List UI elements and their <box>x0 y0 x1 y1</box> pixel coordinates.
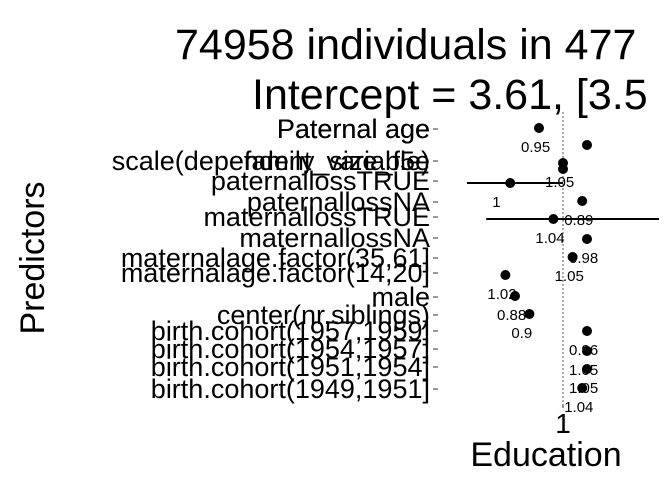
estimate-value-label: 0.9 <box>511 325 532 342</box>
chart-title: 74958 individuals in 477 Intercept = 3.6… <box>175 21 648 119</box>
predictor-label: birth.cohort(1957,1959] <box>151 316 430 346</box>
estimate-value-label: 0.95 <box>521 139 550 156</box>
predictor-row: paternallossTRUE 1 <box>211 166 563 211</box>
estimate-value-label: 0.89 <box>564 212 593 229</box>
estimate-point <box>524 309 535 319</box>
predictor-row: maternalage.factor(14,20] 1.02 <box>121 258 517 303</box>
estimate-value-label: 1.02 <box>487 286 516 303</box>
predictor-row: male 0.88 <box>371 282 526 324</box>
chart-title-line-2: Intercept = 3.61, [3.5 <box>252 71 648 119</box>
predictor-label: male <box>371 282 430 312</box>
predictor-label: paternallossTRUE <box>211 166 430 196</box>
predictor-row: Paternal age <box>277 114 592 150</box>
predictor-row: maternalage.factor(35,61] 1.05 <box>121 243 584 285</box>
predictor-label: Paternal age <box>277 114 430 144</box>
predictor-row: birth.cohort(1951,1954]1.05 <box>151 352 598 397</box>
estimate-point <box>505 178 516 188</box>
predictor-label: paternallossNA <box>247 187 430 217</box>
estimate-point <box>582 234 592 244</box>
estimate-point <box>500 270 511 280</box>
predictor-row: maternallossTRUE 1.04 <box>203 202 659 247</box>
predictor-label: birth.cohort(1949,1951] <box>151 374 430 404</box>
estimate-value-label: 1 <box>492 194 500 211</box>
estimate-point <box>582 364 592 374</box>
predictor-row: center(nr.siblings) 0.9 <box>217 300 535 342</box>
estimate-point <box>582 140 592 150</box>
predictor-label: center(nr.siblings) <box>217 300 430 330</box>
estimate-point <box>534 123 544 133</box>
estimate-value-label: 0.88 <box>497 307 526 324</box>
predictor-row: Paternal age 0.95 <box>277 114 550 156</box>
predictor-label: maternalage.factor(35,61] <box>121 243 430 273</box>
predictor-label: birth.cohort(1954,1957] <box>151 334 430 364</box>
estimate-value-label: 1.04 <box>564 399 593 416</box>
estimate-point <box>510 291 520 301</box>
estimate-point <box>558 164 568 174</box>
predictor-row: birth.cohort(1949,1951] 1.04 <box>151 374 594 416</box>
estimate-value-label: 1.04 <box>535 230 564 247</box>
predictor-row: scale(dependent_variable)1.05 <box>112 146 574 191</box>
estimate-value-label: 1.05 <box>555 268 584 285</box>
predictor-label: family_size_f5e <box>244 146 430 176</box>
estimate-point <box>582 346 592 356</box>
estimate-point <box>567 252 578 262</box>
chart-title-line-1: 74958 individuals in 477 <box>175 21 636 69</box>
y-axis-title: Predictors <box>14 181 52 334</box>
predictor-label: scale(dependent_variable) <box>112 146 430 176</box>
predictor-row: family_size_f5e <box>244 146 568 176</box>
predictor-label: maternalage.factor(14,20] <box>121 258 430 288</box>
x-tick-label: 1 <box>555 408 571 439</box>
estimate-point <box>577 383 588 393</box>
estimate-point <box>582 326 592 336</box>
predictor-label: birth.cohort(1951,1954] <box>151 352 430 382</box>
x-axis-title: Education <box>470 436 621 474</box>
estimate-point <box>548 214 559 224</box>
predictor-row: paternallossNA 0.89 <box>247 187 593 229</box>
estimate-point <box>577 196 588 206</box>
predictor-row: birth.cohort(1957,1959]0.96 <box>151 316 598 359</box>
predictor-label: maternallossTRUE <box>203 202 430 232</box>
predictor-label: maternallossNA <box>239 223 430 253</box>
predictor-label: Paternal age <box>277 114 430 144</box>
